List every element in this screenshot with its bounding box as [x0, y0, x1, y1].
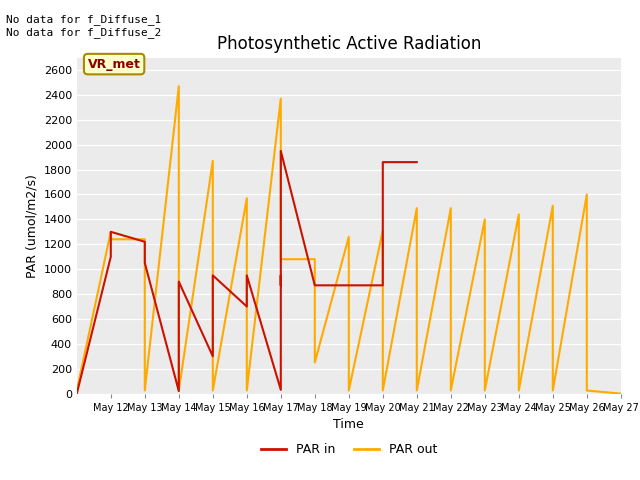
X-axis label: Time: Time: [333, 418, 364, 431]
Text: VR_met: VR_met: [88, 58, 141, 71]
Text: No data for f_Diffuse_1
No data for f_Diffuse_2: No data for f_Diffuse_1 No data for f_Di…: [6, 14, 162, 38]
Title: Photosynthetic Active Radiation: Photosynthetic Active Radiation: [216, 35, 481, 53]
Y-axis label: PAR (umol/m2/s): PAR (umol/m2/s): [25, 174, 38, 277]
Legend: PAR in, PAR out: PAR in, PAR out: [255, 438, 442, 461]
